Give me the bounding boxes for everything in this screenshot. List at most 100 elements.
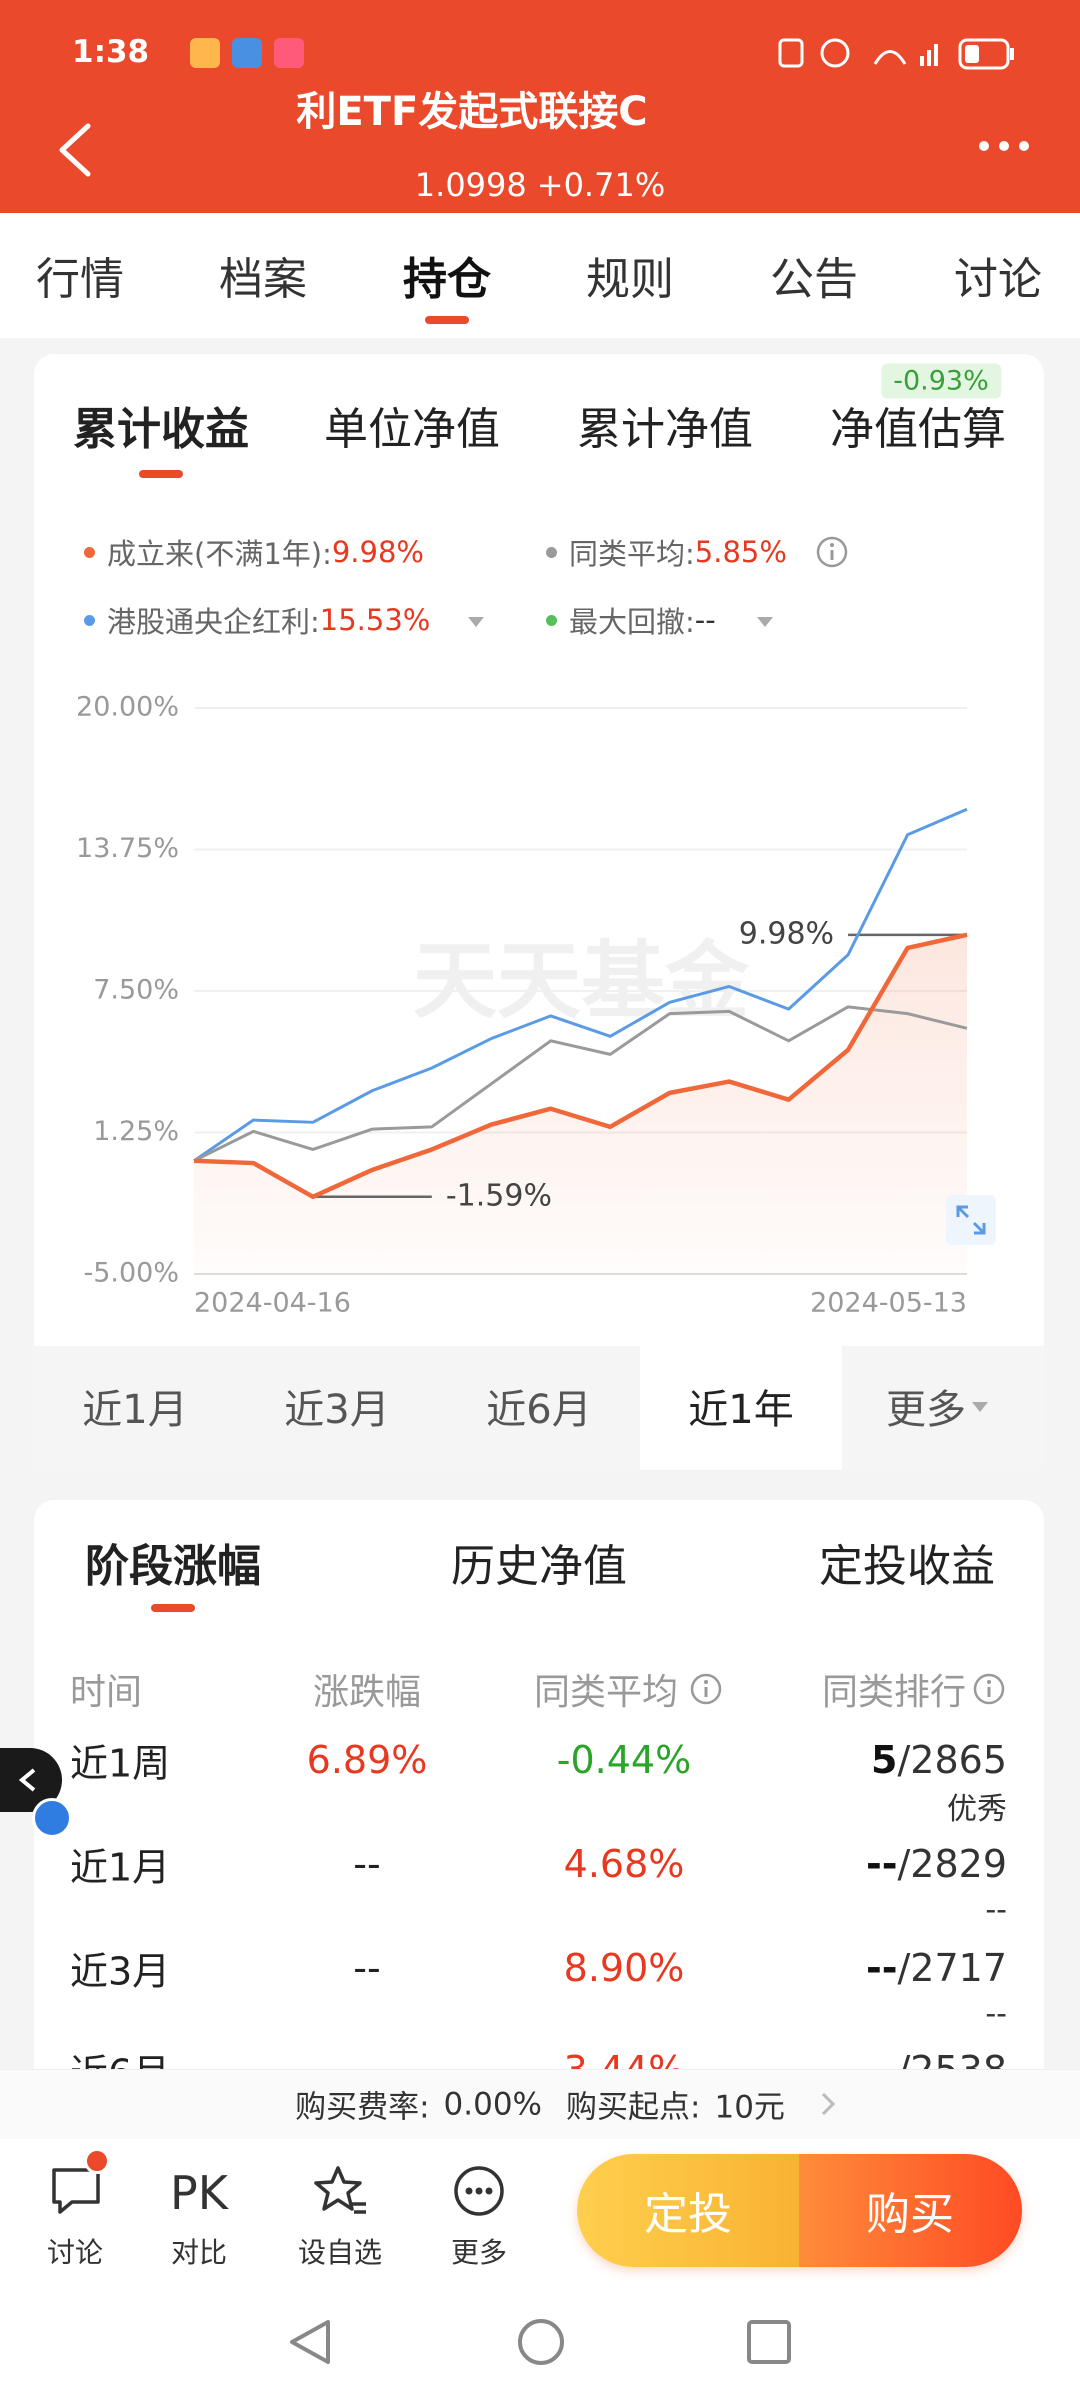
legend-value: 9.98% xyxy=(331,535,424,569)
estimate-badge: -0.93% xyxy=(881,363,1001,399)
rank-position: -- xyxy=(866,2048,898,2069)
chart-card xyxy=(34,354,1044,1470)
period-bar xyxy=(34,1346,1044,1470)
legend-value: -- xyxy=(694,603,716,637)
period-name: 近3月 xyxy=(70,1949,171,1994)
header-bg xyxy=(0,0,1080,213)
main-tab[interactable]: 规则 xyxy=(586,254,674,305)
period-return: 6.89% xyxy=(306,1738,428,1782)
bottom-bar-label[interactable]: 设自选 xyxy=(297,2236,383,2269)
status-time: 1:38 xyxy=(72,34,150,70)
column-header: 时间 xyxy=(70,1672,143,1713)
period-tab[interactable]: 更多 xyxy=(886,1387,966,1433)
chart-tab[interactable]: 单位净值 xyxy=(324,404,500,455)
dropdown-caret xyxy=(972,1402,988,1412)
legend-dot xyxy=(84,614,95,626)
auto-invest-button[interactable] xyxy=(577,2154,799,2267)
back-button[interactable] xyxy=(56,122,96,178)
legend-name: 同类平均: xyxy=(569,537,695,571)
returns-tab[interactable]: 阶段涨幅 xyxy=(85,1541,261,1592)
main-tab[interactable]: 持仓 xyxy=(403,254,491,305)
expand-button[interactable] xyxy=(946,1195,996,1245)
rank: --/2538 xyxy=(866,2048,1007,2069)
rank-position: 5 xyxy=(871,1738,898,1782)
bottom-bar-label[interactable]: 更多 xyxy=(450,2236,508,2269)
main-tab[interactable]: 讨论 xyxy=(954,254,1042,305)
annotation-label: -1.59% xyxy=(446,1178,552,1213)
legend-item: 最大回撤: -- xyxy=(546,599,716,641)
rank-total: /2865 xyxy=(897,1738,1007,1782)
legend-value: 5.85% xyxy=(694,535,787,569)
pk-icon[interactable]: PK xyxy=(170,2166,228,2220)
watermark: 天天基金 xyxy=(413,932,750,1030)
nav-value: 1.0998 xyxy=(414,166,527,204)
period-tab[interactable]: 近1年 xyxy=(688,1387,794,1433)
nav-recents[interactable] xyxy=(746,2319,792,2365)
purchase-info-bar xyxy=(0,2069,1080,2139)
min-value: 10元 xyxy=(714,2089,785,2126)
period-tab[interactable]: 近6月 xyxy=(486,1387,592,1433)
series-line xyxy=(193,932,968,1200)
rank-position: -- xyxy=(865,1946,898,1990)
returns-tab[interactable]: 定投收益 xyxy=(819,1541,995,1592)
legend-name: 最大回撤: xyxy=(569,605,695,639)
tab-bar-bg xyxy=(0,213,1080,338)
chart-tab[interactable]: 累计净值 xyxy=(577,404,753,455)
more-icon[interactable] xyxy=(452,2164,506,2218)
nav-home[interactable] xyxy=(516,2317,566,2367)
tab-indicator xyxy=(425,316,469,324)
y-tick-label: 1.25% xyxy=(93,1116,179,1147)
bottom-bar-label[interactable]: 讨论 xyxy=(46,2236,104,2269)
chart-tab[interactable]: 累计收益 xyxy=(73,404,249,455)
discuss-icon[interactable] xyxy=(50,2166,102,2216)
period-tab[interactable]: 近1月 xyxy=(82,1387,188,1433)
main-tab[interactable]: 公告 xyxy=(770,254,858,305)
legend-dot xyxy=(84,546,95,558)
rank-grade: 优秀 xyxy=(947,1792,1007,1827)
status-app-icon xyxy=(232,38,262,68)
status-app-icon xyxy=(190,38,220,68)
legend-item: 成立来(不满1年): 9.98% xyxy=(84,531,424,573)
column-header: 同类平均 xyxy=(533,1672,679,1713)
main-tab[interactable]: 档案 xyxy=(219,254,307,305)
category-average: -0.44% xyxy=(556,1738,692,1782)
returns-tab[interactable]: 历史净值 xyxy=(451,1541,627,1592)
min-label: 购买起点: xyxy=(566,2089,701,2126)
fee-value: 0.00% xyxy=(443,2086,543,2122)
rank-total: /2538 xyxy=(897,2048,1007,2069)
y-tick-label: 13.75% xyxy=(76,833,179,864)
nav-back[interactable] xyxy=(288,2318,332,2366)
watchlist-icon[interactable] xyxy=(312,2164,368,2218)
returns-card: 阶段涨幅 历史净值 定投收益 时间 涨跌幅 同类平均 同类排行 近1周 6.89% -0.44% 5… xyxy=(34,1500,1044,2069)
period-return: -- xyxy=(353,2048,380,2069)
period-name: 近1周 xyxy=(70,1741,171,1786)
column-header: 同类排行 xyxy=(821,1672,966,1713)
chart-tab[interactable]: 净值估算 xyxy=(830,404,1006,455)
chart-tab-indicator xyxy=(139,470,183,478)
rank: --/2717 xyxy=(866,1946,1007,1990)
period-active-bg xyxy=(640,1346,842,1470)
buy-button[interactable] xyxy=(799,2154,1022,2267)
auto-invest-label[interactable]: 定投 xyxy=(644,2189,732,2240)
status-app-icon xyxy=(274,38,304,68)
notification-dot xyxy=(84,2148,110,2174)
y-tick-label: 20.00% xyxy=(76,692,179,723)
x-tick-label: 2024-05-13 xyxy=(810,1288,967,1319)
period-tab[interactable]: 近3月 xyxy=(284,1387,390,1433)
x-tick-label: 2024-04-16 xyxy=(194,1288,351,1319)
system-nav-bar xyxy=(0,2295,1080,2400)
info-icon xyxy=(816,536,848,568)
legend-dot xyxy=(546,546,557,558)
legend-value: 15.53% xyxy=(319,603,431,637)
dropdown-caret xyxy=(468,617,484,627)
floating-badge xyxy=(32,1798,72,1838)
more-button[interactable] xyxy=(978,136,1030,156)
main-tab[interactable]: 行情 xyxy=(36,254,124,305)
period-return: -- xyxy=(353,1946,381,1990)
fund-nav: 1.0998 +0.71% xyxy=(415,166,665,204)
returns-tab-indicator xyxy=(151,1604,195,1612)
bottom-bar-label[interactable]: 对比 xyxy=(170,2236,228,2269)
legend-dot xyxy=(546,614,557,626)
buy-label[interactable]: 购买 xyxy=(866,2189,954,2240)
category-average: 4.68% xyxy=(563,1842,685,1886)
